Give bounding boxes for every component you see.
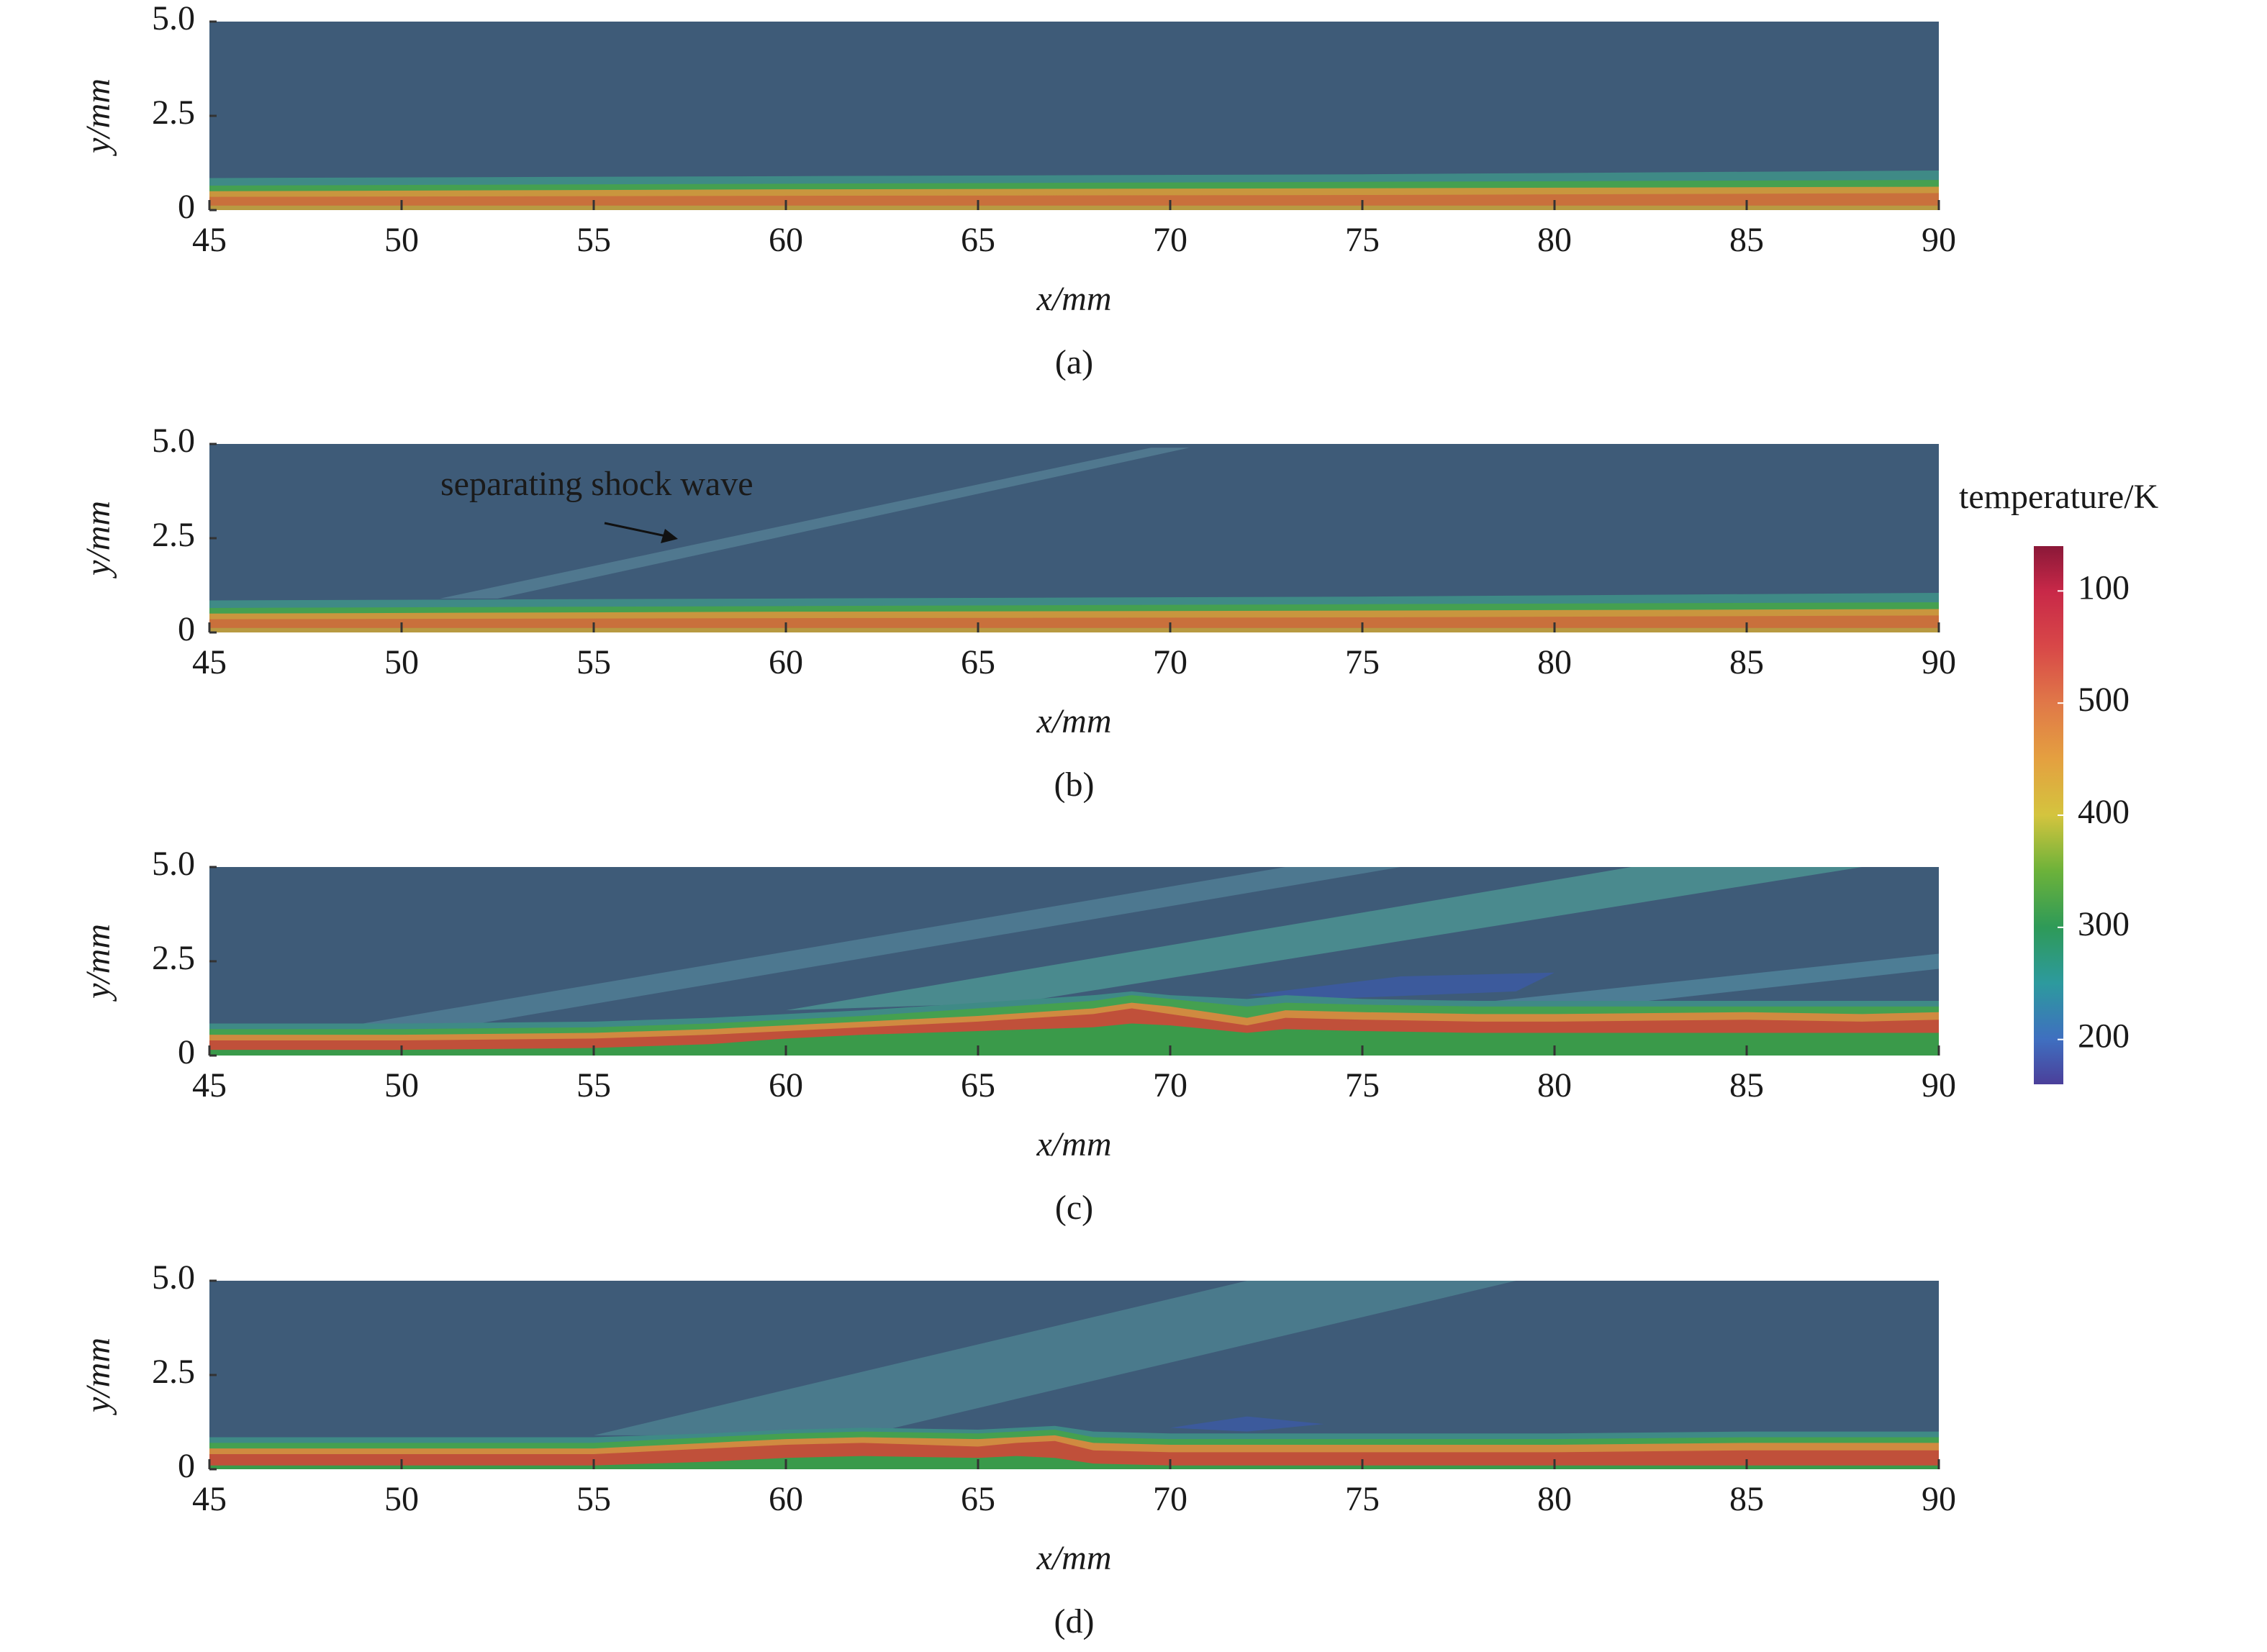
colorbar-tick-label: 300: [2078, 905, 2130, 943]
x-axis-label: x/mm: [1036, 702, 1112, 740]
annotation: separating shock wave: [440, 465, 754, 503]
y-tick-label: 2.5: [152, 516, 195, 554]
x-tick-label: 85: [1729, 1066, 1764, 1104]
plot-area: [209, 1281, 1939, 1469]
shock-band: [1170, 1416, 1324, 1432]
x-axis-label: x/mm: [1036, 1125, 1112, 1163]
panel-caption: (c): [1055, 1189, 1093, 1227]
x-tick-label: 75: [1345, 221, 1380, 259]
x-tick-label: 90: [1922, 221, 1956, 259]
x-tick-label: 65: [961, 221, 995, 259]
plot-area: [209, 444, 1939, 632]
y-tick-label: 2.5: [152, 1353, 195, 1391]
y-tick-label: 2.5: [152, 939, 195, 977]
x-tick-label: 45: [192, 1066, 227, 1104]
x-tick-label: 65: [961, 1480, 995, 1518]
plot-area: [209, 867, 1939, 1056]
x-tick-label: 75: [1345, 1066, 1380, 1104]
shock-band: [786, 867, 1863, 1011]
panel-caption: (a): [1055, 343, 1093, 381]
y-tick-label: 0: [178, 1033, 195, 1071]
x-axis-label: x/mm: [1036, 280, 1112, 318]
x-tick-label: 45: [192, 221, 227, 259]
shock-band: [363, 867, 1401, 1024]
x-tick-label: 75: [1345, 1480, 1380, 1518]
shock-band: [594, 1281, 1516, 1435]
x-tick-label: 55: [576, 643, 611, 681]
x-tick-label: 60: [769, 221, 803, 259]
x-tick-label: 90: [1922, 1066, 1956, 1104]
colorbar-tick-label: 400: [2078, 793, 2130, 831]
y-tick-label: 0: [178, 1447, 195, 1485]
y-tick-label: 2.5: [152, 94, 195, 132]
temperature-layer: [209, 1023, 1939, 1056]
x-tick-label: 85: [1729, 643, 1764, 681]
x-tick-label: 80: [1537, 1066, 1572, 1104]
temperature-layer: [209, 205, 1939, 210]
x-tick-label: 65: [961, 643, 995, 681]
shock-band: [1478, 953, 1939, 1003]
x-tick-label: 70: [1153, 643, 1187, 681]
y-tick-label: 5.0: [152, 0, 195, 37]
colorbar-tick-label: 200: [2078, 1017, 2130, 1056]
x-tick-label: 45: [192, 1480, 227, 1518]
x-tick-label: 70: [1153, 1066, 1187, 1104]
x-tick-label: 50: [384, 1480, 419, 1518]
panel-caption: (b): [1054, 766, 1095, 804]
plot-area: [209, 22, 1939, 210]
x-tick-label: 90: [1922, 643, 1956, 681]
y-axis-label: y/mm: [79, 501, 117, 579]
x-tick-label: 70: [1153, 1480, 1187, 1518]
y-tick-label: 0: [178, 610, 195, 648]
y-axis-label: y/mm: [79, 78, 117, 157]
colorbar-tick-label: 100: [2078, 568, 2130, 607]
y-tick-label: 0: [178, 188, 195, 226]
x-tick-label: 80: [1537, 1480, 1572, 1518]
x-tick-label: 85: [1729, 221, 1764, 259]
x-tick-label: 50: [384, 643, 419, 681]
x-tick-label: 60: [769, 1066, 803, 1104]
x-tick-label: 65: [961, 1066, 995, 1104]
x-tick-label: 45: [192, 643, 227, 681]
x-tick-label: 80: [1537, 221, 1572, 259]
x-tick-label: 55: [576, 221, 611, 259]
annotation-arrow: [604, 522, 666, 537]
y-tick-label: 5.0: [152, 422, 195, 460]
x-tick-label: 60: [769, 1480, 803, 1518]
x-tick-label: 55: [576, 1066, 611, 1104]
panel-caption: (d): [1054, 1602, 1095, 1640]
y-tick-label: 5.0: [152, 845, 195, 883]
shock-band: [1246, 972, 1555, 999]
temperature-layer: [209, 1456, 1939, 1469]
colorbar-title: temperature/K: [1959, 478, 2159, 516]
x-tick-label: 50: [384, 1066, 419, 1104]
temperature-layer: [209, 627, 1939, 632]
x-tick-label: 75: [1345, 643, 1380, 681]
y-axis-label: y/mm: [79, 1338, 117, 1416]
x-axis-label: x/mm: [1036, 1539, 1112, 1577]
x-tick-label: 70: [1153, 221, 1187, 259]
y-axis-label: y/mm: [79, 924, 117, 1002]
x-tick-label: 85: [1729, 1480, 1764, 1518]
x-tick-label: 55: [576, 1480, 611, 1518]
colorbar-tick-label: 500: [2078, 681, 2130, 719]
temperature-layer: [209, 1440, 1939, 1469]
x-tick-label: 80: [1537, 643, 1572, 681]
x-tick-label: 50: [384, 221, 419, 259]
y-tick-label: 5.0: [152, 1258, 195, 1297]
shock-band: [440, 448, 1190, 599]
x-tick-label: 60: [769, 643, 803, 681]
x-tick-label: 90: [1922, 1480, 1956, 1518]
arrow-head: [661, 529, 678, 543]
